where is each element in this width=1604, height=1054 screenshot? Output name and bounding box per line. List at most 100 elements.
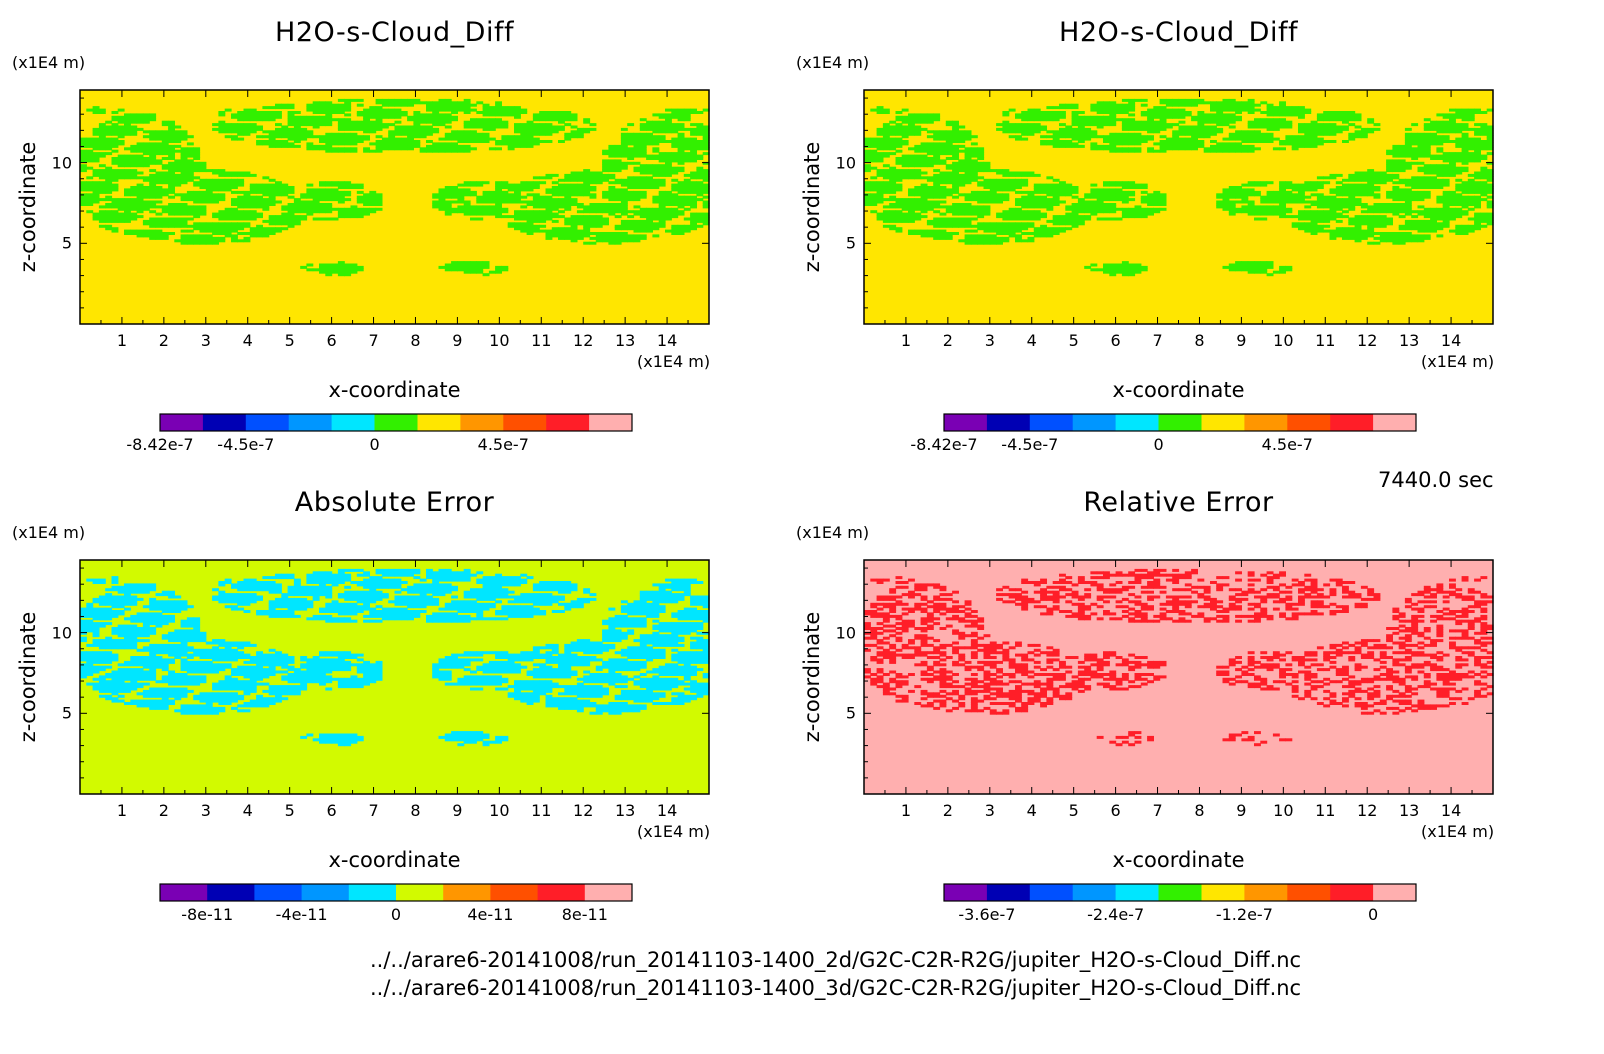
x-tick-label: 5 — [1068, 801, 1079, 820]
chart-title: H2O-s-Cloud_Diff — [1059, 17, 1298, 48]
x-tick-label: 2 — [158, 801, 169, 820]
chart-panel-3: Absolute Error (x1E4 m) (x1E4 m) x-coordina… — [0, 470, 784, 940]
x-tick-label: 4 — [1026, 331, 1037, 350]
colorbar-frame — [159, 883, 633, 902]
x-tick-label: 2 — [942, 331, 953, 350]
colorbar-label: 4.5e-7 — [1261, 435, 1313, 454]
colorbar-swatch — [986, 884, 1031, 901]
x-tick-label: 8 — [410, 331, 421, 350]
chart-title: Absolute Error — [294, 487, 495, 518]
colorbar-label: 0 — [390, 905, 402, 924]
x-tick-label: 1 — [900, 801, 912, 820]
x-tick-label: 6 — [326, 331, 337, 350]
x-axis-label: x-coordinate — [1112, 848, 1245, 872]
chart-title: H2O-s-Cloud_Diff — [275, 17, 514, 48]
x-tick-label: 4 — [242, 801, 253, 820]
y-unit-label: (x1E4 m) — [12, 53, 86, 72]
colorbar-swatch — [1244, 414, 1288, 431]
colorbar-swatch — [1244, 884, 1288, 901]
x-tick-label: 10 — [489, 331, 510, 350]
x-tick-label: 5 — [284, 801, 295, 820]
y-axis-label: z-coordinate — [800, 141, 824, 273]
chart-panel-1: H2O-s-Cloud_Diff (x1E4 m) (x1E4 m) x-coordi… — [0, 0, 784, 470]
colorbar-swatch — [1373, 414, 1417, 431]
colorbar-label: -8.42e-7 — [910, 435, 978, 454]
colorbar-swatch — [584, 884, 633, 901]
chart-panel-4: Relative Error (x1E4 m) (x1E4 m) x-coordina… — [784, 470, 1568, 940]
x-tick-label: 9 — [1236, 331, 1247, 350]
colorbar-swatch — [1115, 884, 1159, 901]
colorbar-label: -8.42e-7 — [126, 435, 194, 454]
colorbar-swatch — [348, 884, 397, 901]
colorbar-swatch — [1158, 414, 1202, 431]
colorbar-swatch — [1029, 414, 1074, 431]
y-unit-label: (x1E4 m) — [12, 523, 86, 542]
file-path-1: ../../arare6-20141008/run_20141103-1400_… — [370, 948, 1302, 972]
x-tick-label: 2 — [942, 801, 953, 820]
x-tick-label: 7 — [1152, 331, 1163, 350]
x-tick-label: 3 — [984, 331, 995, 350]
x-tick-label: 1 — [116, 331, 128, 350]
colorbar-swatch — [160, 414, 204, 431]
x-axis-label: x-coordinate — [328, 848, 461, 872]
x-tick-label: 4 — [242, 331, 253, 350]
x-axis-label: x-coordinate — [328, 378, 461, 402]
colorbar-frame — [943, 883, 1417, 902]
colorbar-swatch — [1158, 884, 1202, 901]
colorbar-swatch — [374, 414, 418, 431]
x-tick-label: 3 — [200, 801, 211, 820]
y-axis-label: z-coordinate — [800, 611, 824, 743]
x-tick-label: 13 — [1398, 801, 1420, 820]
x-tick-label: 11 — [1315, 331, 1336, 350]
x-tick-label: 2 — [158, 331, 169, 350]
x-unit-label: (x1E4 m) — [1421, 352, 1495, 371]
colorbar-label: 4.5e-7 — [477, 435, 529, 454]
colorbar-swatch — [396, 884, 444, 901]
field-pattern — [80, 98, 710, 277]
colorbar-swatch — [944, 414, 988, 431]
colorbar-swatch — [1072, 884, 1117, 901]
y-tick-label: 5 — [61, 703, 72, 723]
colorbar-swatch — [546, 414, 590, 431]
x-tick-label: 6 — [326, 801, 337, 820]
colorbar-swatch — [1201, 884, 1245, 901]
colorbar-swatch — [443, 884, 491, 901]
chart-plot — [79, 89, 710, 432]
x-axis-label: x-coordinate — [1112, 378, 1245, 402]
x-tick-label: 6 — [1110, 331, 1121, 350]
colorbar-label: -4e-11 — [275, 905, 328, 924]
colorbar-swatch — [1115, 414, 1159, 431]
colorbar-swatch — [503, 414, 547, 431]
colorbar-swatch — [1287, 414, 1331, 431]
colorbar-frame — [943, 413, 1417, 432]
colorbar-swatch — [986, 414, 1031, 431]
chart-plot — [863, 559, 1494, 902]
colorbar-swatch — [1029, 884, 1074, 901]
x-unit-label: (x1E4 m) — [637, 822, 711, 841]
x-tick-label: 7 — [368, 331, 379, 350]
y-tick-label: 10 — [51, 623, 72, 643]
x-tick-label: 10 — [1273, 801, 1294, 820]
y-tick-label: 10 — [835, 153, 856, 173]
y-tick-label: 10 — [51, 153, 72, 173]
x-tick-label: 12 — [1357, 801, 1378, 820]
colorbar-swatch — [417, 414, 461, 431]
x-tick-label: 13 — [614, 801, 636, 820]
colorbar-swatch — [254, 884, 303, 901]
colorbar-swatch — [288, 414, 333, 431]
colorbar-label: -3.6e-7 — [958, 905, 1016, 924]
colorbar-swatch — [160, 884, 208, 901]
x-tick-label: 8 — [410, 801, 421, 820]
x-tick-label: 10 — [489, 801, 510, 820]
chart-panel-2: H2O-s-Cloud_Diff (x1E4 m) (x1E4 m) x-coordi… — [784, 0, 1568, 470]
chart-plot — [79, 559, 710, 902]
file-path-2: ../../arare6-20141008/run_20141103-1400_… — [370, 976, 1302, 1000]
field-pattern — [864, 98, 1494, 277]
x-tick-label: 9 — [452, 801, 463, 820]
colorbar-swatch — [1287, 884, 1331, 901]
colorbar-label: -2.4e-7 — [1087, 905, 1145, 924]
x-tick-label: 9 — [452, 331, 463, 350]
colorbar-label: 0 — [369, 435, 380, 454]
y-axis-label: z-coordinate — [16, 141, 40, 273]
